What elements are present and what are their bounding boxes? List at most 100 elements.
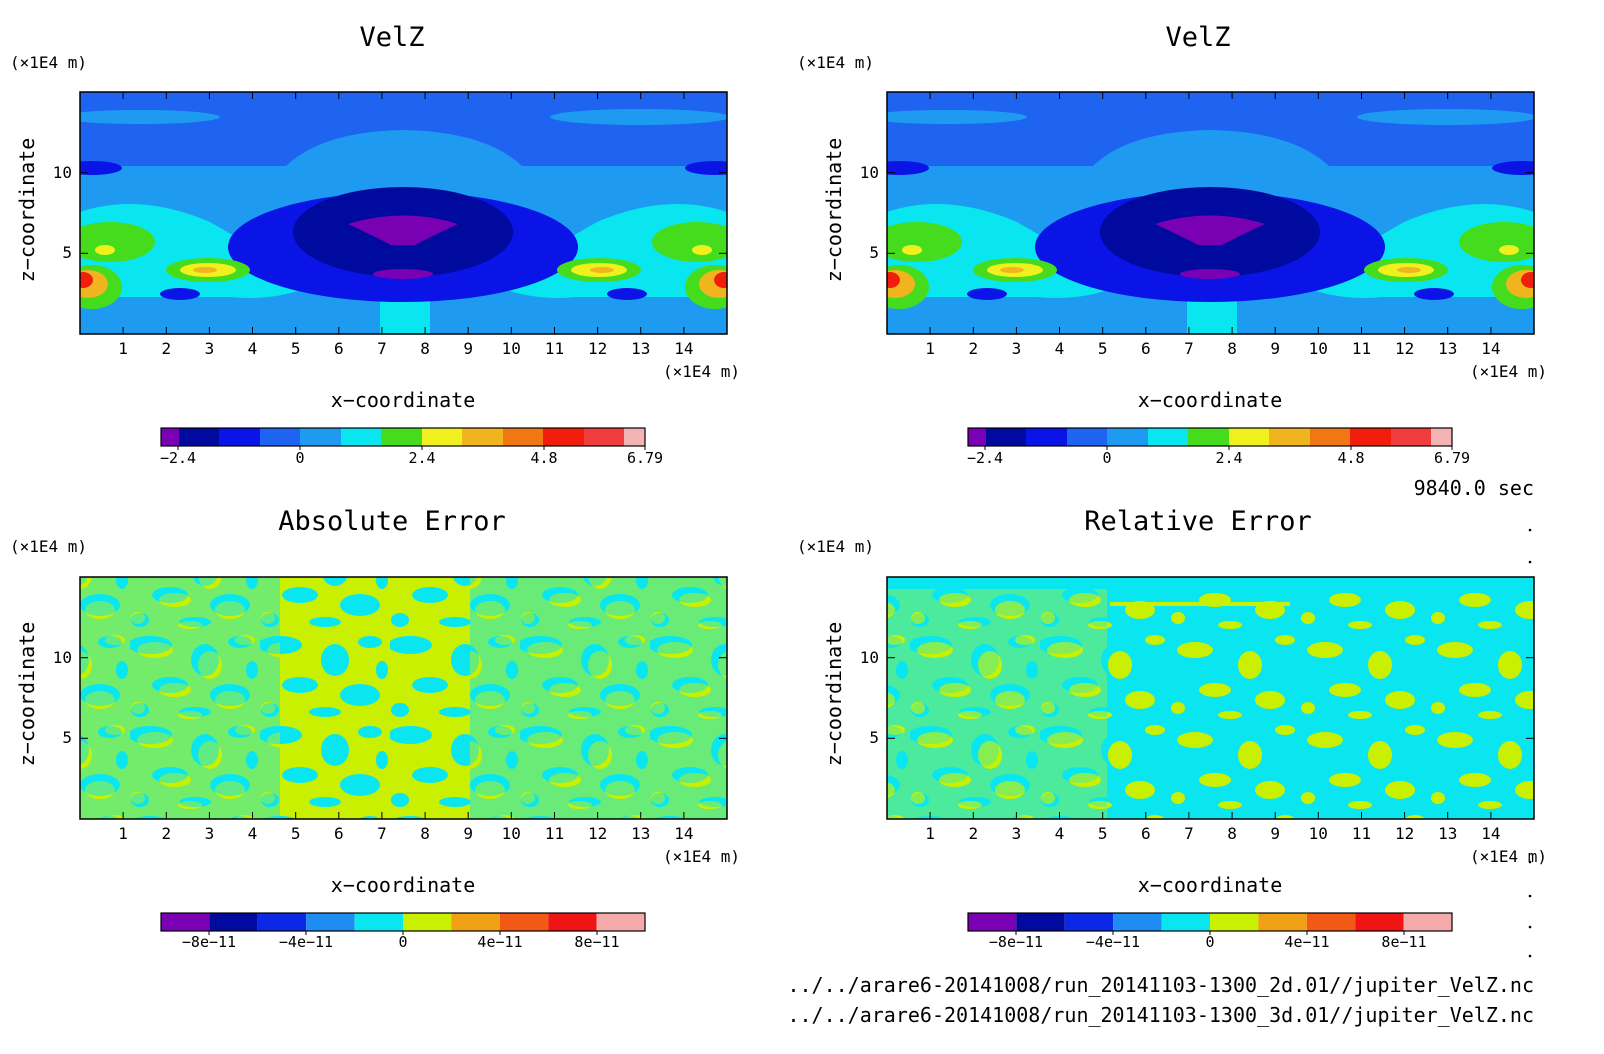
contour-region bbox=[80, 222, 155, 262]
contour-region bbox=[902, 245, 922, 255]
x-tick-label: 12 bbox=[1395, 339, 1414, 358]
x-tick-label: 9 bbox=[463, 824, 473, 843]
contour-region bbox=[887, 110, 1027, 124]
colorbar-swatch bbox=[257, 913, 307, 931]
contour-region bbox=[1155, 215, 1265, 245]
colorbar-swatch bbox=[161, 428, 179, 446]
x-tick-label: 1 bbox=[925, 339, 935, 358]
colorbar-swatch bbox=[1350, 428, 1391, 446]
colorbar-swatch bbox=[209, 913, 258, 931]
x-tick-label: 10 bbox=[1309, 824, 1328, 843]
panel-velz-left: VelZ (×1E4 m) z−coordinate bbox=[10, 22, 740, 467]
colorbar-swatch bbox=[422, 428, 462, 446]
contour-region bbox=[1499, 245, 1519, 255]
x-tick-label: 1 bbox=[118, 824, 128, 843]
colorbar-label: 6.79 bbox=[627, 449, 663, 467]
colorbar-swatch bbox=[624, 428, 645, 446]
x-tick-label: 8 bbox=[420, 824, 430, 843]
colorbar-swatch bbox=[219, 428, 260, 446]
x-tick-label: 13 bbox=[631, 339, 650, 358]
x-axis-label: x−coordinate bbox=[331, 388, 476, 412]
x-axis-label: x−coordinate bbox=[1138, 388, 1283, 412]
contour-plot-area bbox=[887, 92, 1534, 334]
colorbar-label: 2.4 bbox=[408, 449, 435, 467]
contour-region bbox=[160, 288, 200, 300]
colorbar-swatch bbox=[1431, 428, 1452, 446]
panel-title: Relative Error bbox=[1084, 506, 1312, 537]
colorbar-swatch bbox=[1026, 428, 1067, 446]
x-tick-label: 2 bbox=[968, 824, 978, 843]
contour-region bbox=[1492, 161, 1534, 175]
contour-region bbox=[1414, 288, 1454, 300]
colorbar: −2.4 0 2.4 4.8 6.79 bbox=[160, 427, 663, 467]
colorbar-label: 8e−11 bbox=[1381, 933, 1426, 951]
colorbar-label: 8e−11 bbox=[574, 933, 619, 951]
contour-fill-noise bbox=[887, 577, 1534, 589]
colorbar-label: 0 bbox=[295, 449, 304, 467]
colorbar-label: 4e−11 bbox=[477, 933, 522, 951]
x-tick-label: 14 bbox=[674, 824, 693, 843]
colorbar-swatch bbox=[306, 913, 355, 931]
x-axis-label: x−coordinate bbox=[331, 873, 476, 897]
x-tick-label: 10 bbox=[502, 824, 521, 843]
x-tick-label: 5 bbox=[1098, 339, 1108, 358]
contour-region bbox=[1180, 269, 1240, 279]
contour-region bbox=[95, 245, 115, 255]
colorbar-label: −8e−11 bbox=[182, 933, 236, 951]
x-tick-label: 8 bbox=[1227, 339, 1237, 358]
plot-frame bbox=[886, 576, 1535, 820]
panel-title: VelZ bbox=[1165, 22, 1230, 53]
colorbar-swatch bbox=[1258, 913, 1307, 931]
colorbar-swatch bbox=[543, 428, 584, 446]
plot-frame bbox=[79, 576, 728, 820]
colorbar-swatch bbox=[503, 428, 543, 446]
colorbar-swatch bbox=[1391, 428, 1431, 446]
contour-plot-area bbox=[80, 92, 727, 334]
x-tick-label: 2 bbox=[968, 339, 978, 358]
colorbar-swatch bbox=[1403, 913, 1452, 931]
colorbar: −8e−11 −4e−11 0 4e−11 8e−11 bbox=[160, 912, 646, 951]
colorbar-swatch bbox=[1161, 913, 1210, 931]
x-tick-label: 12 bbox=[588, 824, 607, 843]
colorbar-swatch bbox=[968, 913, 1017, 931]
x-tick-label: 7 bbox=[1184, 824, 1194, 843]
colorbar-swatch bbox=[548, 913, 597, 931]
y-axis-label: z−coordinate bbox=[15, 138, 39, 283]
colorbar-swatch bbox=[596, 913, 645, 931]
y-tick-label: 5 bbox=[869, 243, 879, 262]
x-tick-labels: 1 2 3 4 5 6 7 8 9 10 11 12 13 14 bbox=[925, 339, 1500, 358]
x-tick-label: 9 bbox=[1270, 339, 1280, 358]
x-tick-label: 2 bbox=[161, 824, 171, 843]
colorbar-swatch bbox=[179, 428, 219, 446]
panel-absolute-error: Absolute Error (×1E4 m) z−coordinate 1 2… bbox=[10, 506, 740, 951]
contour-region bbox=[80, 272, 93, 288]
x-tick-label: 14 bbox=[674, 339, 693, 358]
x-tick-label: 1 bbox=[118, 339, 128, 358]
colorbar-label: 6.79 bbox=[1434, 449, 1470, 467]
colorbar-swatch bbox=[986, 428, 1026, 446]
colorbar-label: 4e−11 bbox=[1284, 933, 1329, 951]
contour-region bbox=[1000, 267, 1024, 273]
contour-region bbox=[373, 269, 433, 279]
colorbar-swatch bbox=[499, 913, 549, 931]
contour-region bbox=[590, 267, 614, 273]
x-tick-label: 9 bbox=[463, 339, 473, 358]
x-tick-label: 5 bbox=[291, 339, 301, 358]
colorbar-swatch bbox=[381, 428, 422, 446]
x-tick-label: 6 bbox=[334, 339, 344, 358]
x-tick-label: 13 bbox=[1438, 824, 1457, 843]
contour-region bbox=[1357, 109, 1534, 125]
colorbar-label: 4.8 bbox=[1337, 449, 1364, 467]
x-tick-label: 6 bbox=[334, 824, 344, 843]
x-tick-label: 11 bbox=[1352, 824, 1371, 843]
colorbar-swatch bbox=[1269, 428, 1310, 446]
colorbar-swatch bbox=[462, 428, 503, 446]
contour-plot-area bbox=[79, 576, 728, 820]
contour-region bbox=[887, 222, 962, 262]
colorbar-swatch bbox=[1064, 913, 1114, 931]
contour-fill-noise bbox=[470, 577, 727, 819]
x-tick-label: 3 bbox=[1012, 339, 1022, 358]
x-unit-label: (×1E4 m) bbox=[663, 362, 740, 381]
colorbar: −8e−11 −4e−11 0 4e−11 8e−11 bbox=[967, 912, 1453, 951]
x-tick-label: 10 bbox=[502, 339, 521, 358]
